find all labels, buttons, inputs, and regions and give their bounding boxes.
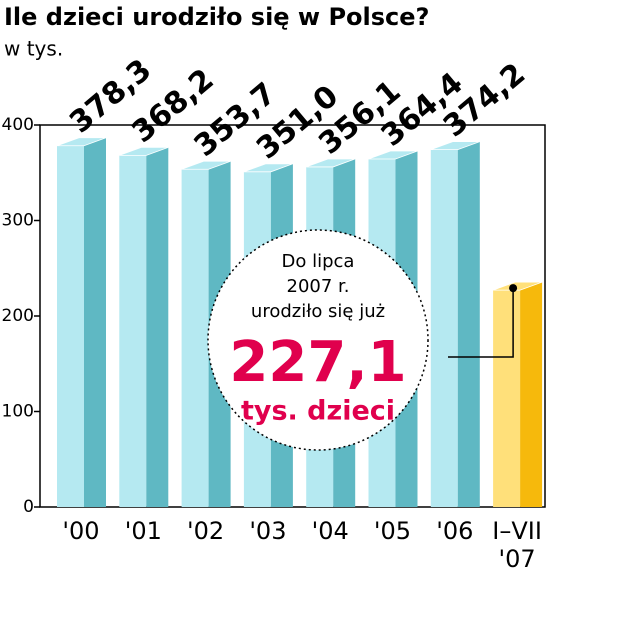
x-tick-label: '04 [312, 517, 349, 545]
bar-front [119, 155, 147, 507]
y-tick-label: 0 [23, 497, 34, 517]
x-tick-label: '06 [436, 517, 473, 545]
callout-text: urodziło się już [251, 301, 385, 322]
x-tick-label-line: '07 [499, 545, 536, 573]
bar-front [430, 149, 458, 507]
bar-top [181, 160, 231, 170]
bar-top [243, 163, 294, 173]
bar-side [520, 282, 543, 507]
x-tick-label: '05 [374, 517, 411, 545]
x-tick-label: '01 [125, 517, 162, 545]
y-tick-label: 300 [2, 211, 34, 231]
plot-frame [39, 124, 546, 508]
chart-subtitle: w tys. [4, 37, 63, 61]
bar-side [84, 137, 106, 507]
x-tick-label: '02 [187, 517, 224, 545]
x-tick-label: I–VII '07 [492, 517, 542, 573]
callout-text: 2007 r. [287, 276, 350, 297]
bar-top [306, 158, 356, 168]
bar-top [430, 141, 480, 151]
bar-front [57, 145, 84, 507]
bar-side [457, 141, 480, 507]
bar-front [181, 169, 209, 508]
callout-unit: tys. dzieci [241, 396, 395, 427]
y-tick-label: 200 [2, 306, 34, 326]
bar-top [368, 150, 418, 160]
y-tick-label: 100 [2, 402, 34, 422]
leader-line [448, 288, 514, 358]
bar-top [56, 137, 107, 147]
callout-circle [207, 229, 429, 451]
x-tick-label: '00 [62, 517, 99, 545]
bar-front [493, 290, 521, 507]
bar-side [146, 147, 169, 507]
y-tick-label: 400 [2, 115, 34, 135]
callout-text: Do lipca [282, 251, 355, 272]
x-tick-label-line: I–VII [492, 517, 542, 545]
leader-dot [509, 284, 518, 293]
chart-title: Ile dzieci urodziło się w Polsce? [4, 3, 429, 31]
x-tick-label: '03 [249, 517, 286, 545]
bar-top [119, 146, 169, 156]
callout-value: 227,1 [229, 330, 406, 395]
